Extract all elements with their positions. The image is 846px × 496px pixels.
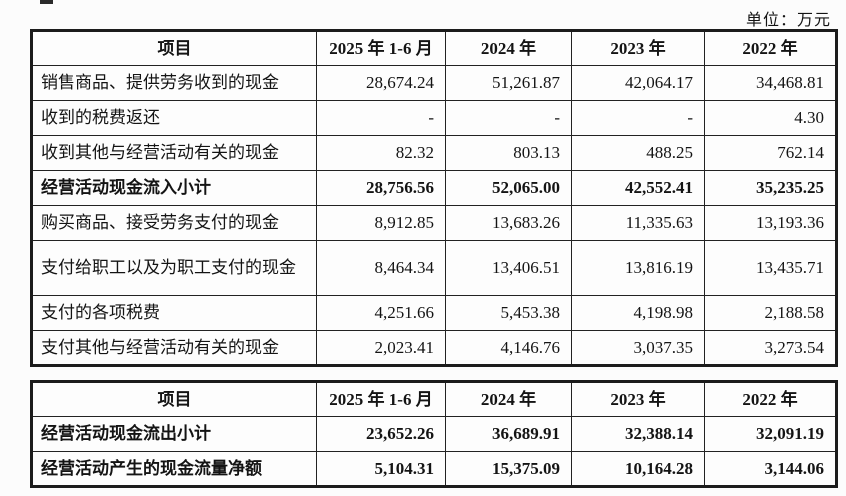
value-cell: 13,435.71 xyxy=(704,240,837,296)
value-cell: 4,251.66 xyxy=(316,295,446,331)
table-row: 经营活动现金流入小计 28,756.56 52,065.00 42,552.41 35,… xyxy=(31,170,837,206)
table-row: 支付给职工以及为职工支付的现金 8,464.34 13,406.51 13,816.1… xyxy=(31,240,837,296)
value-cell: 8,464.34 xyxy=(316,240,446,296)
column-header: 项目 xyxy=(31,30,317,66)
row-label: 收到的税费返还 xyxy=(31,100,317,136)
value-cell: 3,144.06 xyxy=(704,451,837,487)
value-cell: 13,193.36 xyxy=(704,205,837,241)
row-label: 支付的各项税费 xyxy=(31,295,317,331)
value-cell: 5,453.38 xyxy=(445,295,572,331)
value-cell: 32,091.19 xyxy=(704,416,837,452)
cash-outflow-summary-table: 项目 2025 年 1-6 月 2024 年 2023 年 2022 年 经营活动现金流… xyxy=(30,380,838,488)
value-cell: 42,552.41 xyxy=(571,170,705,206)
table-row: 收到的税费返还 - - -4.30 xyxy=(31,100,837,136)
value-cell: 35,235.25 xyxy=(704,170,837,206)
cash-inflow-table: 项目 2025 年 1-6 月 2024 年 2023 年 2022 年 销售商品、提供… xyxy=(30,29,838,367)
table-row: 购买商品、接受劳务支付的现金 8,912.85 13,683.26 11,335.63… xyxy=(31,205,837,241)
header-row: 项目 2025 年 1-6 月 2024 年 2023 年 2022 年 xyxy=(31,30,837,66)
header-row: 项目 2025 年 1-6 月 2024 年 2023 年 2022 年 xyxy=(31,381,837,417)
value-cell: 34,468.81 xyxy=(704,65,837,101)
table-row: 经营活动产生的现金流量净额 5,104.31 15,375.09 10,164.28 3… xyxy=(31,451,837,487)
value-cell: 13,406.51 xyxy=(445,240,572,296)
cash-inflow-table-header: 项目 2025 年 1-6 月 2024 年 2023 年 2022 年 xyxy=(31,30,837,66)
row-label: 经营活动现金流入小计 xyxy=(31,170,317,206)
column-header: 2025 年 1-6 月 xyxy=(316,381,446,417)
value-cell: 28,674.24 xyxy=(316,65,446,101)
row-label: 经营活动现金流出小计 xyxy=(31,416,317,452)
column-header: 项目 xyxy=(31,381,317,417)
table-row: 支付其他与经营活动有关的现金 2,023.41 4,146.76 3,037.35 3,… xyxy=(31,330,837,366)
value-cell: 803.13 xyxy=(445,135,572,171)
column-header: 2024 年 xyxy=(445,381,572,417)
value-cell: 3,037.35 xyxy=(571,330,705,366)
unit-label: 单位：万元 xyxy=(745,12,831,29)
row-label: 购买商品、接受劳务支付的现金 xyxy=(31,205,317,241)
column-header: 2024 年 xyxy=(445,30,572,66)
value-cell: 82.32 xyxy=(316,135,446,171)
value-cell: 11,335.63 xyxy=(571,205,705,241)
value-cell: 2,023.41 xyxy=(316,330,446,366)
value-cell: 10,164.28 xyxy=(571,451,705,487)
cash-outflow-table-header: 项目 2025 年 1-6 月 2024 年 2023 年 2022 年 xyxy=(31,381,837,417)
value-cell: - xyxy=(445,100,572,136)
table-row: 销售商品、提供劳务收到的现金 28,674.24 51,261.87 42,064.1… xyxy=(31,65,837,101)
value-cell: - xyxy=(316,100,446,136)
column-header: 2023 年 xyxy=(571,30,705,66)
value-cell: 32,388.14 xyxy=(571,416,705,452)
row-label: 销售商品、提供劳务收到的现金 xyxy=(31,65,317,101)
value-cell: 2,188.58 xyxy=(704,295,837,331)
value-cell: 488.25 xyxy=(571,135,705,171)
value-cell: 5,104.31 xyxy=(316,451,446,487)
value-cell: 4,146.76 xyxy=(445,330,572,366)
value-cell: 23,652.26 xyxy=(316,416,446,452)
value-cell: 42,064.17 xyxy=(571,65,705,101)
value-cell: 28,756.56 xyxy=(316,170,446,206)
row-label: 支付给职工以及为职工支付的现金 xyxy=(31,240,317,296)
table-row: 支付的各项税费 4,251.66 5,453.38 4,198.98 2,188.58 xyxy=(31,295,837,331)
value-cell: 52,065.00 xyxy=(445,170,572,206)
table-row: 收到其他与经营活动有关的现金 82.32 803.13 488.25 762.14 xyxy=(31,135,837,171)
table-row: 经营活动现金流出小计 23,652.26 36,689.91 32,388.14 32,… xyxy=(31,416,837,452)
cash-outflow-table-body: 经营活动现金流出小计 23,652.26 36,689.91 32,388.14 32,… xyxy=(31,416,837,487)
column-header: 2022 年 xyxy=(704,30,837,66)
value-cell: 3,273.54 xyxy=(704,330,837,366)
column-header: 2023 年 xyxy=(571,381,705,417)
value-cell: 13,816.19 xyxy=(571,240,705,296)
value-cell: 8,912.85 xyxy=(316,205,446,241)
value-cell: 762.14 xyxy=(704,135,837,171)
value-cell: 4,198.98 xyxy=(571,295,705,331)
column-header: 2022 年 xyxy=(704,381,837,417)
value-cell: 36,689.91 xyxy=(445,416,572,452)
cash-inflow-table-body: 销售商品、提供劳务收到的现金 28,674.24 51,261.87 42,064.1… xyxy=(31,65,837,366)
row-label: 支付其他与经营活动有关的现金 xyxy=(31,330,317,366)
row-label: 经营活动产生的现金流量净额 xyxy=(31,451,317,487)
value-cell: 4.30 xyxy=(704,100,837,136)
column-header: 2025 年 1-6 月 xyxy=(316,30,446,66)
page-edge-artifact xyxy=(40,0,53,4)
value-cell: 15,375.09 xyxy=(445,451,572,487)
value-cell: - xyxy=(571,100,705,136)
value-cell: 51,261.87 xyxy=(445,65,572,101)
value-cell: 13,683.26 xyxy=(445,205,572,241)
row-label: 收到其他与经营活动有关的现金 xyxy=(31,135,317,171)
